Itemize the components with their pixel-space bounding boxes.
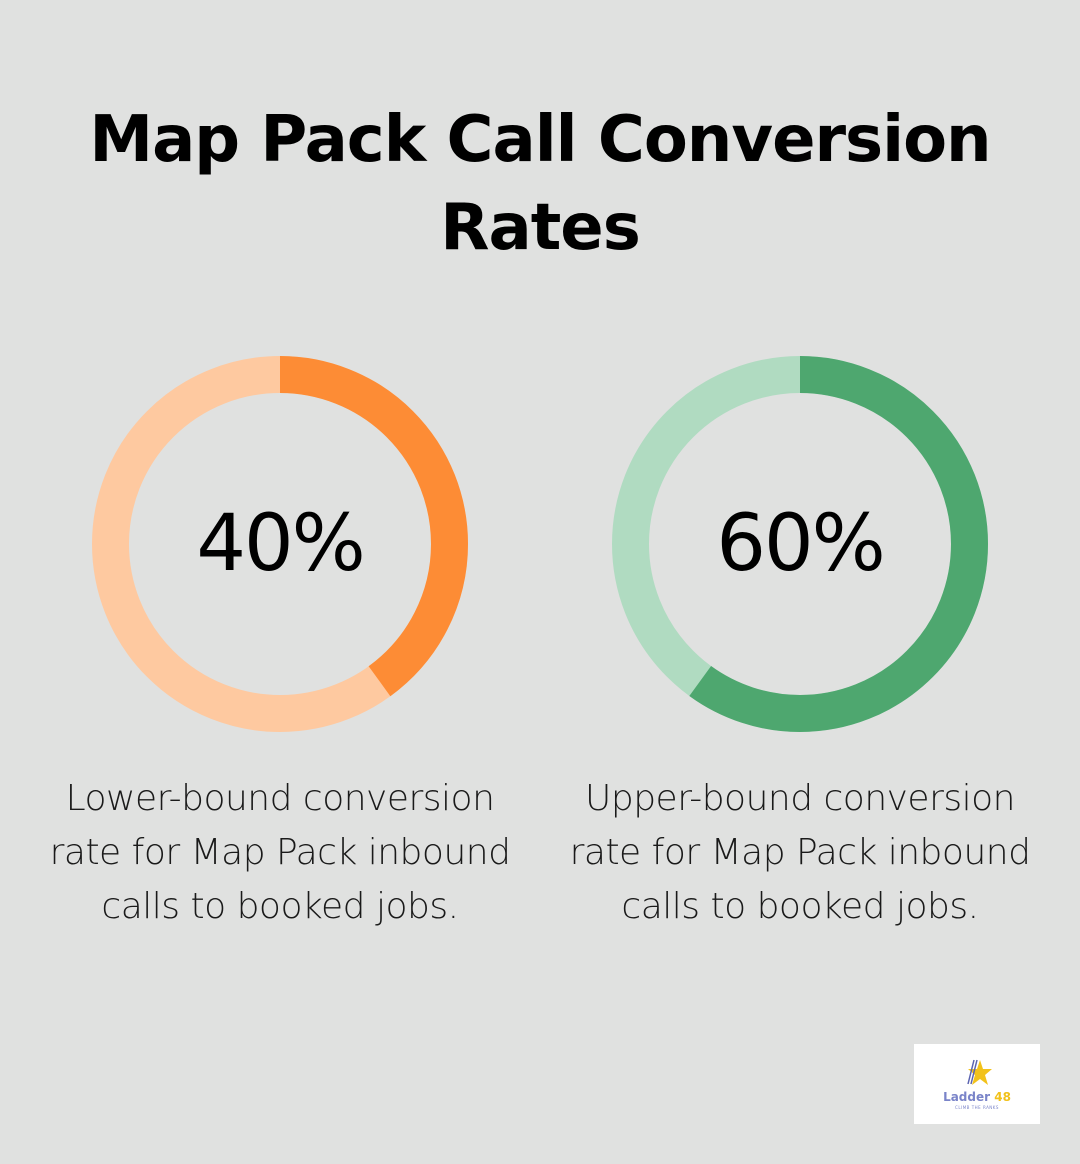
logo-brand-number: 48 [994, 1090, 1011, 1104]
donut-value-label: 40% [196, 499, 365, 589]
donut-ring-green [612, 356, 988, 732]
donut-ring-orange [92, 356, 468, 732]
ladder48-logo: Ladder 48 CLIMB THE RANKS [914, 1044, 1040, 1124]
ladder-star-icon [967, 1059, 992, 1085]
logo-brand-text: Ladder [943, 1090, 991, 1104]
donut-chart-upper-bound: 60% [612, 356, 988, 732]
donut-segment-60 [612, 356, 988, 732]
donut-description-lower: Lower-bound conversion rate for Map Pack… [49, 778, 511, 927]
donut-value-label: 60% [716, 499, 885, 589]
logo-tagline: CLIMB THE RANKS [955, 1105, 999, 1110]
donut-segment-40 [92, 356, 468, 732]
donut-description-upper: Upper-bound conversion rate for Map Pack… [569, 778, 1031, 927]
donut-chart-lower-bound: 40% [92, 356, 468, 732]
logo-brand: Ladder 48 [943, 1090, 1011, 1104]
chart-title: Map Pack Call Conversion Rates [89, 103, 991, 265]
